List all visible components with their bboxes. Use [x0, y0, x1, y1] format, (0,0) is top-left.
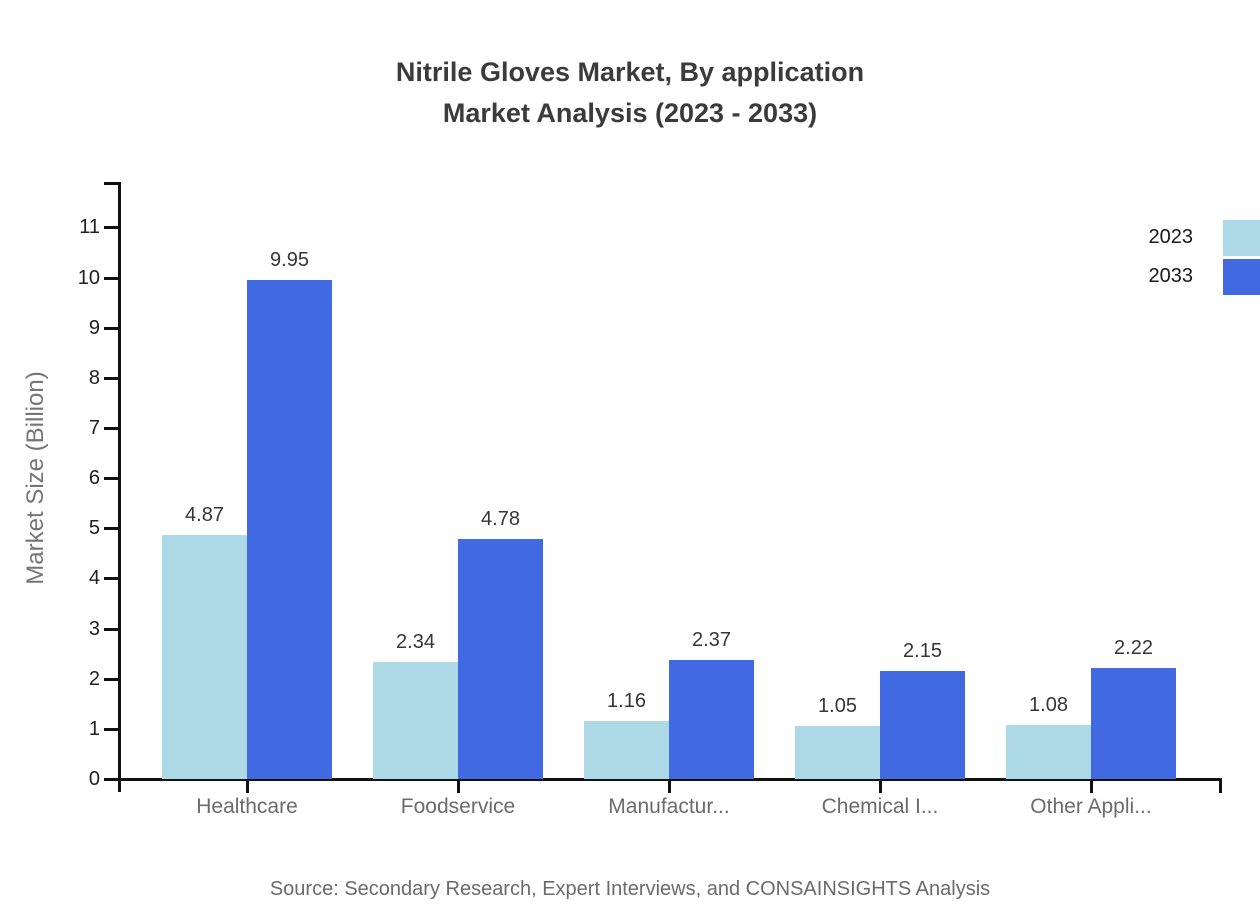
bar-value-label: 2.34: [396, 630, 435, 653]
bar-value-label: 1.08: [1029, 693, 1068, 716]
y-tick-label: 10: [77, 266, 100, 289]
bar-2023-1: [162, 534, 247, 779]
y-tick-label: 11: [79, 216, 100, 239]
bar-2033-2: [458, 539, 543, 779]
y-tick: [104, 326, 118, 330]
x-category-label: Manufactur...: [608, 795, 730, 818]
y-tick: [104, 226, 118, 230]
bar-2023-4: [795, 726, 880, 779]
y-tick: [104, 778, 118, 781]
bar-value-label: 2.22: [1114, 636, 1153, 659]
legend-entry-2033: 2033: [1149, 257, 1260, 296]
y-tick-label: 6: [88, 467, 100, 490]
bar-value-label: 4.87: [185, 503, 224, 526]
y-axis-end-tick: [104, 182, 118, 185]
bar-value-label: 1.16: [607, 689, 646, 712]
x-tick: [879, 780, 882, 793]
x-category-label: Healthcare: [196, 795, 298, 818]
x-tick: [1090, 780, 1093, 793]
legend-label-2023: 2023: [1148, 226, 1194, 248]
legend-swatch-2023: [1223, 219, 1260, 256]
legend-swatch-2033: [1223, 258, 1260, 295]
source-note: Source: Secondary Research, Expert Inter…: [269, 878, 991, 900]
y-tick-label: 8: [88, 366, 100, 389]
bar-2023-3: [584, 720, 669, 779]
y-tick: [104, 276, 118, 280]
chart-title: Nitrile Gloves Market, By application Ma…: [0, 52, 1260, 134]
y-tick: [104, 727, 118, 731]
x-tick: [246, 780, 249, 793]
y-tick-label: 9: [88, 316, 100, 339]
x-category-label: Other Appli...: [1030, 795, 1152, 818]
y-tick-label: 1: [88, 717, 100, 740]
bar-value-label: 2.15: [903, 640, 942, 663]
bar-2033-5: [1091, 667, 1176, 779]
x-tick: [457, 780, 460, 793]
legend-label-2033: 2033: [1148, 265, 1194, 287]
bar-value-label: 9.95: [270, 249, 309, 271]
y-tick: [104, 627, 118, 631]
y-axis-line: [118, 182, 121, 792]
y-tick-label: 4: [88, 567, 100, 590]
legend-entry-2023: 2023: [1149, 218, 1260, 257]
bar-2023-5: [1006, 724, 1091, 779]
bar-2033-1: [247, 280, 332, 779]
bar-value-label: 4.78: [481, 508, 520, 531]
y-tick: [104, 477, 118, 481]
y-tick: [104, 677, 118, 681]
x-category-label: Foodservice: [400, 795, 516, 818]
y-tick: [104, 527, 118, 531]
y-tick-label: 2: [88, 667, 100, 690]
chart-title-line-1: Nitrile Gloves Market, By application: [395, 57, 865, 87]
y-tick-label: 5: [88, 517, 100, 540]
y-tick: [104, 426, 118, 430]
y-tick-label: 3: [88, 617, 100, 640]
bar-2033-4: [880, 671, 965, 779]
chart-title-line-2: Market Analysis (2023 - 2033): [442, 98, 818, 128]
x-category-label: Chemical I...: [821, 795, 939, 818]
bar-value-label: 2.37: [692, 629, 731, 652]
x-tick: [668, 780, 671, 793]
bar-2023-2: [373, 661, 458, 779]
x-axis-end-tick: [1219, 780, 1222, 793]
y-tick-label: 0: [88, 768, 100, 790]
legend: 2023 2033: [1149, 218, 1260, 296]
y-tick: [104, 376, 118, 380]
y-tick: [104, 577, 118, 581]
bar-2033-3: [669, 660, 754, 779]
bar-value-label: 1.05: [818, 695, 857, 718]
x-axis-line: [118, 778, 1222, 781]
y-tick-label: 7: [88, 416, 100, 439]
